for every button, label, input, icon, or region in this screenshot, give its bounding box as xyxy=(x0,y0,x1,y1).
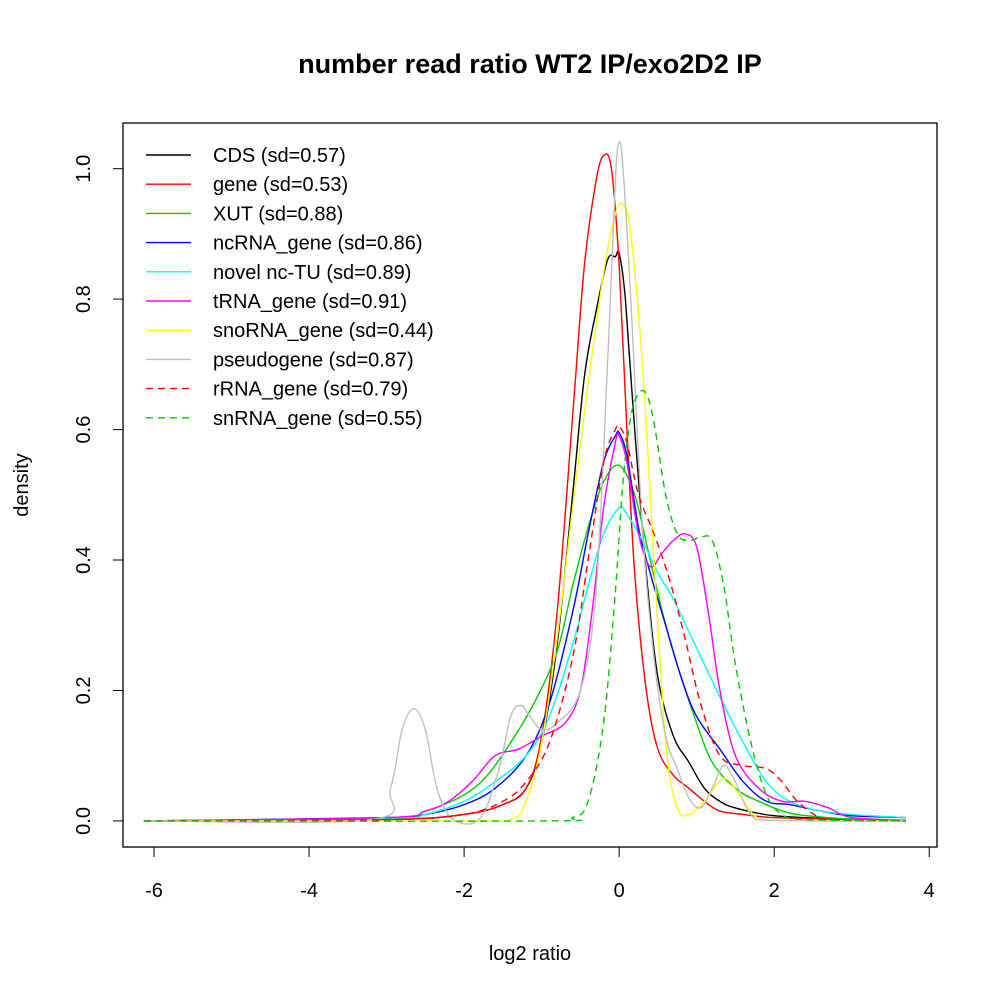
plot-frame xyxy=(122,122,938,848)
y-tick-label: 1.0 xyxy=(73,155,95,183)
legend-item: CDS (sd=0.57) xyxy=(146,145,346,167)
legend-label: tRNA_gene (sd=0.91) xyxy=(213,291,407,313)
legend-label: gene (sd=0.53) xyxy=(213,174,348,196)
legend-label: ncRNA_gene (sd=0.86) xyxy=(213,233,423,255)
x-tick-label: -6 xyxy=(145,880,163,902)
series-line-snorna-gene xyxy=(143,202,907,823)
legend-item: snRNA_gene (sd=0.55) xyxy=(146,408,423,430)
legend-item: novel nc-TU (sd=0.89) xyxy=(146,262,411,284)
legend-label: snoRNA_gene (sd=0.44) xyxy=(213,320,434,342)
series-curves xyxy=(143,141,907,825)
legend-label: CDS (sd=0.57) xyxy=(213,145,346,167)
series-line-snrna-gene xyxy=(143,389,907,822)
legend-label: rRNA_gene (sd=0.79) xyxy=(213,379,408,401)
x-tick-label: 0 xyxy=(614,880,625,902)
y-tick-label: 0.4 xyxy=(73,546,95,574)
x-axis-label: log2 ratio xyxy=(489,943,571,965)
legend-item: ncRNA_gene (sd=0.86) xyxy=(146,233,423,255)
legend: CDS (sd=0.57) gene (sd=0.53) XUT (sd=0.88)… xyxy=(146,145,434,430)
legend-item: XUT (sd=0.88) xyxy=(146,203,343,225)
y-axis: 0.0 0.2 0.4 0.6 0.8 1.0 xyxy=(73,155,124,835)
series-line-xut xyxy=(143,464,907,822)
y-tick-label: 0.6 xyxy=(73,416,95,444)
x-tick-label: -4 xyxy=(300,880,318,902)
chart-title: number read ratio WT2 IP/exo2D2 IP xyxy=(298,49,762,79)
y-axis-label: density xyxy=(11,453,33,516)
series-line-gene xyxy=(143,153,907,822)
legend-item: pseudogene (sd=0.87) xyxy=(146,349,414,371)
y-tick-label: 0.2 xyxy=(73,677,95,705)
series-line-ncrna-gene xyxy=(143,430,907,822)
legend-item: gene (sd=0.53) xyxy=(146,174,348,196)
legend-item: rRNA_gene (sd=0.79) xyxy=(146,379,408,401)
y-tick-label: 0.0 xyxy=(73,807,95,835)
x-tick-label: -2 xyxy=(455,880,473,902)
series-line-trna-gene xyxy=(143,432,907,822)
x-tick-label: 4 xyxy=(924,880,935,902)
series-line-rrna-gene xyxy=(143,424,907,822)
legend-label: novel nc-TU (sd=0.89) xyxy=(213,262,411,284)
x-tick-label: 2 xyxy=(769,880,780,902)
legend-item: tRNA_gene (sd=0.91) xyxy=(146,291,407,313)
legend-label: snRNA_gene (sd=0.55) xyxy=(213,408,423,430)
series-line-novel xyxy=(143,506,907,822)
legend-label: pseudogene (sd=0.87) xyxy=(213,349,414,371)
x-axis: -6 -4 -2 0 2 4 xyxy=(145,846,935,902)
series-line-pseudogene xyxy=(143,141,907,825)
legend-item: snoRNA_gene (sd=0.44) xyxy=(146,320,434,342)
y-tick-label: 0.8 xyxy=(73,285,95,313)
legend-label: XUT (sd=0.88) xyxy=(213,203,343,225)
